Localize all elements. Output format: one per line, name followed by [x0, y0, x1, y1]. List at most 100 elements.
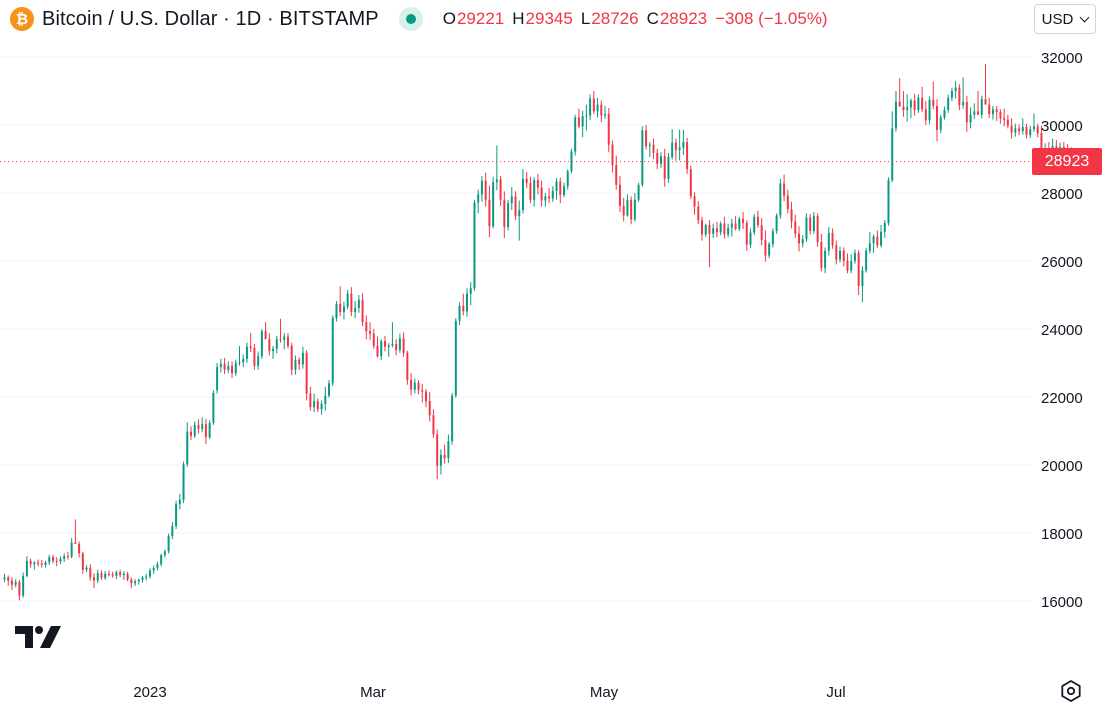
y-tick-label: 24000: [1041, 322, 1083, 339]
candle: [667, 152, 670, 183]
candle: [902, 91, 905, 117]
candle: [503, 191, 506, 238]
candle: [958, 84, 961, 111]
candle: [921, 86, 924, 113]
candle-body: [85, 567, 88, 570]
candle-body: [559, 181, 562, 196]
candle: [641, 126, 644, 187]
candle-body: [887, 180, 890, 223]
candle: [37, 559, 40, 567]
time-axis[interactable]: 2023 Mar May Jul: [133, 684, 845, 701]
candle-body: [805, 217, 808, 240]
candle-body: [74, 542, 77, 544]
candle-body: [518, 210, 521, 217]
candle: [727, 223, 730, 238]
currency-button[interactable]: USD: [1034, 4, 1096, 34]
candle: [40, 559, 43, 568]
market-status-icon[interactable]: [398, 7, 423, 31]
symbol-title[interactable]: Bitcoin / U.S. Dollar · 1D · BITSTAMP: [42, 7, 379, 30]
candle-body: [201, 424, 204, 429]
candle-body: [656, 152, 659, 164]
candle-body: [574, 117, 577, 152]
open-value: 29221: [456, 9, 505, 28]
candle: [212, 390, 215, 425]
candle: [283, 333, 286, 350]
candle: [163, 549, 166, 558]
candle: [805, 213, 808, 242]
candle-body: [555, 181, 558, 191]
candle-body: [268, 339, 271, 352]
candle: [190, 426, 192, 440]
candle-body: [89, 567, 92, 578]
candle: [544, 193, 547, 207]
candle: [861, 266, 864, 303]
candle-body: [216, 367, 219, 391]
candle-body: [424, 391, 427, 402]
candle: [417, 380, 420, 395]
high-value: 29345: [525, 9, 573, 28]
candle-body: [78, 543, 81, 554]
candle: [204, 418, 207, 444]
candle-body: [861, 270, 864, 287]
candle-body: [868, 243, 871, 251]
candle-body: [876, 236, 879, 246]
candle: [734, 216, 737, 231]
candle-body: [857, 252, 860, 287]
candle-body: [242, 358, 245, 363]
candle-body: [566, 171, 569, 187]
candle: [119, 569, 122, 578]
candle-body: [249, 346, 252, 349]
candle-body: [742, 218, 745, 223]
candle: [137, 578, 140, 585]
candle: [615, 155, 618, 190]
candle-body: [354, 307, 357, 312]
candle: [962, 77, 965, 109]
candle: [868, 231, 871, 254]
candle-body: [615, 165, 618, 185]
candle-body: [492, 182, 495, 227]
candle: [701, 216, 704, 241]
candle-body: [820, 241, 823, 268]
candle-body: [324, 395, 327, 404]
candle-body: [66, 556, 69, 558]
candle: [969, 107, 972, 129]
tradingview-logo-icon[interactable]: [15, 626, 61, 648]
candle: [372, 329, 375, 349]
candle: [689, 165, 692, 200]
candle-body: [96, 573, 99, 581]
candle: [126, 571, 129, 582]
gear-icon[interactable]: [1059, 679, 1083, 703]
candle: [148, 568, 151, 579]
last-price-label: 28923: [1032, 148, 1102, 175]
candle: [906, 94, 909, 122]
candle: [659, 152, 662, 168]
candle-body: [738, 218, 741, 230]
candle-body: [1025, 127, 1028, 136]
price-axis[interactable]: 16000 18000 20000 22000 24000 26000 28000 30000…: [1041, 50, 1083, 611]
candle-body: [659, 156, 662, 164]
candle-body: [779, 183, 782, 216]
candle: [917, 94, 920, 113]
candle: [410, 373, 413, 396]
candle-body: [257, 356, 260, 366]
candle-body: [122, 573, 125, 576]
candle-body: [361, 299, 364, 323]
candle-body: [977, 111, 980, 115]
candle-body: [921, 97, 924, 110]
candle-body: [439, 454, 442, 466]
candle: [275, 335, 278, 354]
candle: [753, 214, 756, 236]
candle-body: [484, 180, 487, 200]
candle: [514, 191, 517, 221]
candle: [331, 315, 334, 387]
candle: [96, 569, 99, 584]
candle: [328, 380, 331, 398]
candle-body: [816, 216, 819, 242]
candle-body: [148, 570, 151, 577]
candle: [424, 388, 427, 408]
candle: [749, 228, 752, 249]
candle: [637, 182, 640, 202]
candle: [413, 378, 416, 394]
open-label: O: [442, 9, 456, 28]
